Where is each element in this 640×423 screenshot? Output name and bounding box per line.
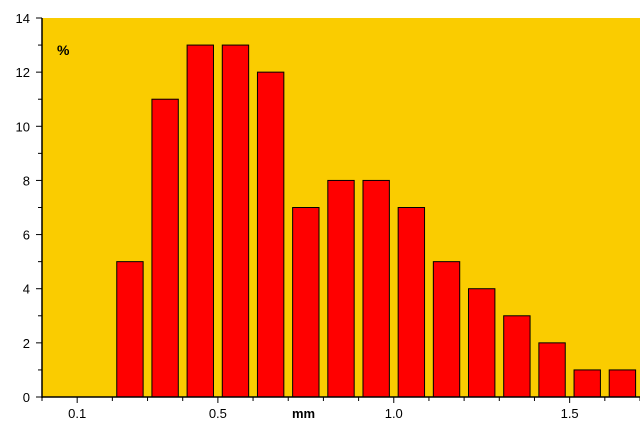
bar bbox=[538, 342, 566, 398]
y-tick-label: 2 bbox=[23, 336, 30, 351]
bar bbox=[362, 179, 390, 398]
bar bbox=[608, 369, 637, 398]
x-tick-label: 0.1 bbox=[68, 406, 86, 421]
x-ticks-group: 0.1 0.5 1.0 1.5 bbox=[41, 397, 640, 421]
x-unit-label: mm bbox=[292, 406, 315, 421]
y-tick-label: 0 bbox=[23, 390, 30, 405]
bar bbox=[397, 207, 426, 398]
y-tick-label: 10 bbox=[16, 119, 30, 134]
y-tick-label: 14 bbox=[16, 11, 30, 26]
bar bbox=[573, 369, 601, 398]
y-unit-label: % bbox=[57, 42, 70, 58]
y-tick-label: 4 bbox=[23, 282, 30, 297]
bar bbox=[432, 261, 461, 398]
y-tick-label: 12 bbox=[16, 65, 30, 80]
bar bbox=[186, 44, 214, 398]
bar bbox=[151, 98, 179, 398]
y-tick-label: 8 bbox=[23, 173, 30, 188]
bar bbox=[327, 179, 355, 398]
bar bbox=[292, 207, 320, 398]
x-tick-label: 1.5 bbox=[561, 406, 579, 421]
x-tick-label: 1.0 bbox=[385, 406, 403, 421]
bars-group bbox=[116, 44, 637, 398]
bar bbox=[221, 44, 250, 398]
bar bbox=[116, 261, 144, 398]
bar bbox=[468, 288, 496, 398]
bar bbox=[503, 315, 531, 398]
bar bbox=[256, 71, 285, 398]
x-tick-label: 0.5 bbox=[209, 406, 227, 421]
y-tick-label: 6 bbox=[23, 228, 30, 243]
y-ticks-group: 0 2 4 6 8 10 12 14 bbox=[16, 11, 42, 405]
